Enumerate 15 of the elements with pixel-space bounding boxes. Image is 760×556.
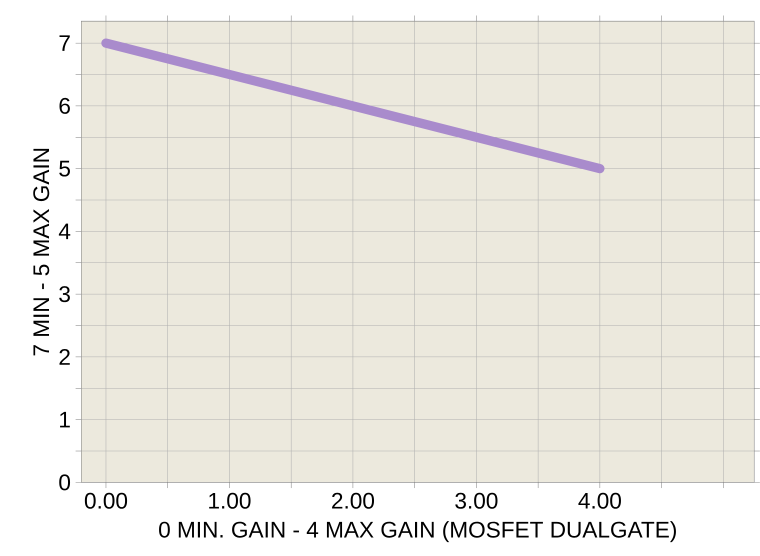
x-tick-label: 0.00 — [84, 492, 128, 509]
y-tick-label: 4 — [58, 224, 70, 240]
y-tick-label: 0 — [59, 474, 70, 490]
x-tick-label: 2.00 — [332, 492, 374, 509]
x-tick-label: 4.00 — [578, 492, 621, 509]
x-tick-label: 3.00 — [455, 492, 498, 509]
y-tick-label: 6 — [60, 98, 70, 114]
y-tick-label: 1 — [60, 412, 70, 428]
x-tick-label: 1.00 — [209, 492, 251, 509]
y-tick-label: 2 — [60, 348, 70, 365]
y-tick-label: 5 — [59, 160, 70, 176]
y-axis-title: 7 MIN - 5 MAX GAIN — [33, 148, 50, 356]
x-axis-title: 0 MIN. GAIN - 4 MAX GAIN (MOSFET DUALGATE) — [159, 521, 676, 542]
y-tick-label: 7 — [60, 35, 70, 51]
y-tick-label: 3 — [59, 286, 70, 302]
